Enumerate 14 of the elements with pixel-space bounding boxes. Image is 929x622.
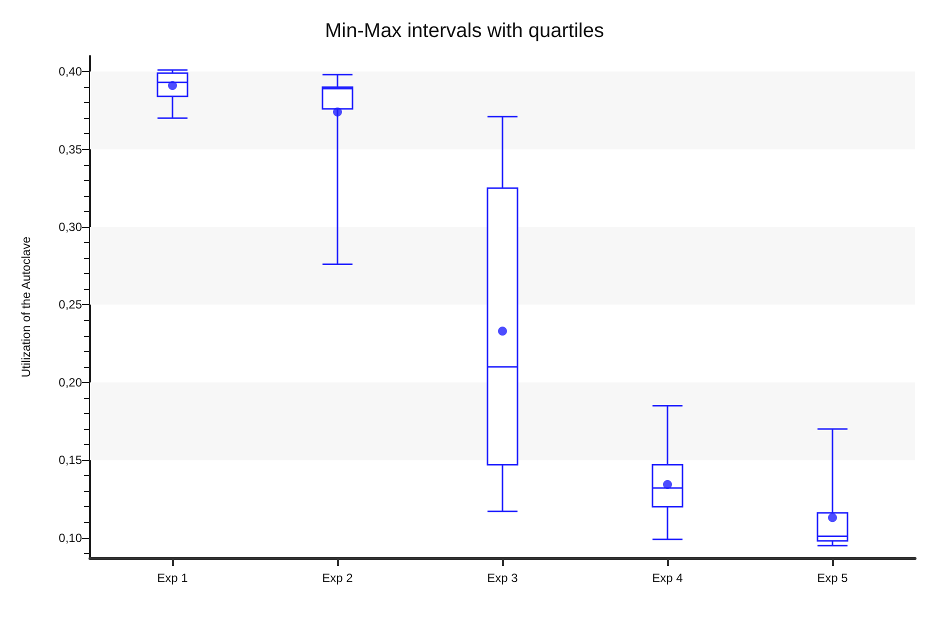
y-tick-label: 0,10 — [58, 530, 82, 545]
x-tick-label: Exp 5 — [817, 571, 848, 585]
y-tick-label: 0,15 — [58, 453, 82, 468]
y-tick-label: 0,30 — [58, 220, 82, 234]
y-tick-label: 0,25 — [58, 298, 82, 312]
x-tick-label: Exp 4 — [652, 571, 684, 585]
y-tick-label: 0,40 — [58, 64, 82, 79]
y-tick-label: 0,35 — [58, 142, 82, 156]
x-tick-label: Exp 1 — [157, 571, 188, 585]
y-tick-label: 0,20 — [58, 375, 82, 390]
x-tick-label: Exp 3 — [487, 571, 518, 585]
x-tick-label: Exp 2 — [322, 571, 354, 585]
y-axis-title: Utilization of the Autoclave — [19, 236, 33, 378]
chart-title: Min-Max intervals with quartiles — [325, 20, 604, 42]
